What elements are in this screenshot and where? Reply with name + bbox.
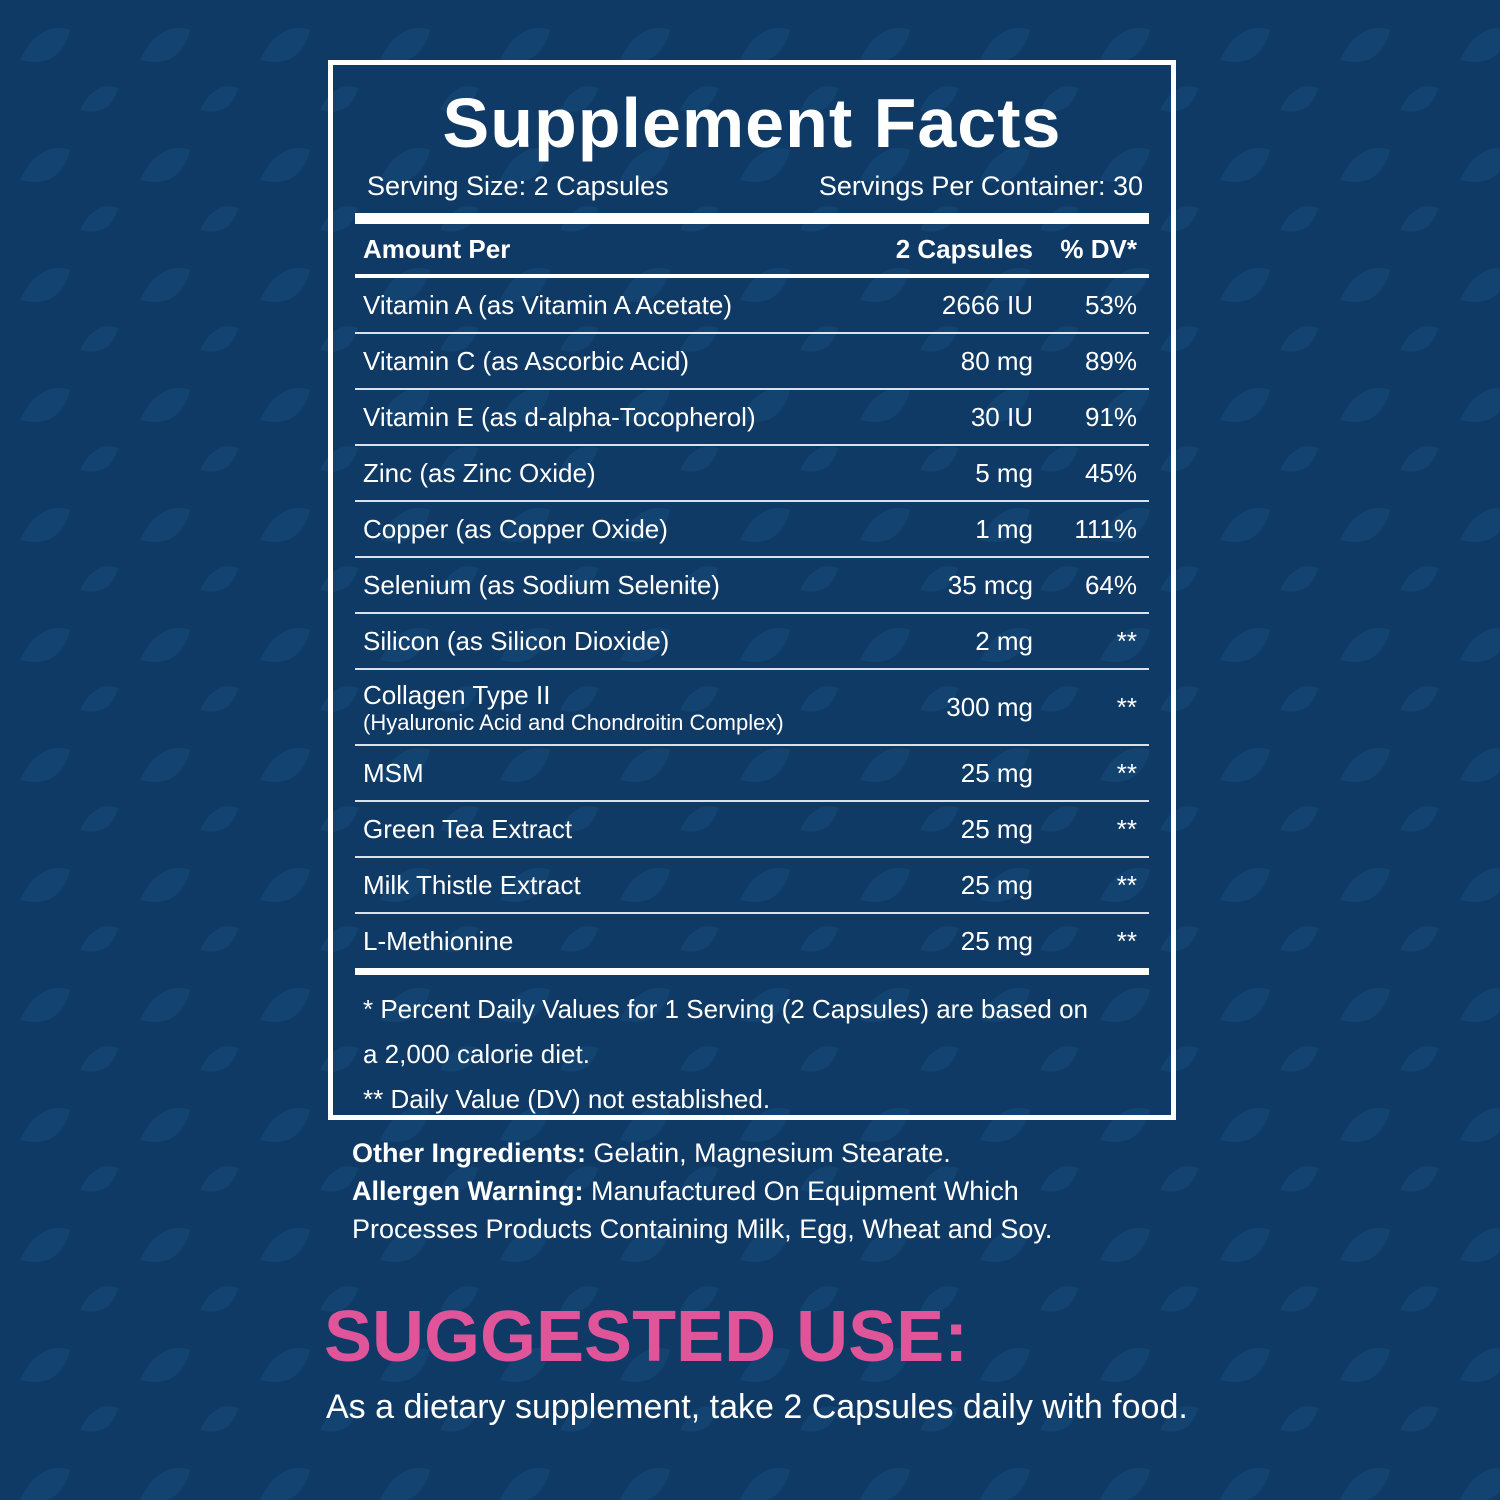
amount: 35 mcg bbox=[947, 569, 1033, 600]
daily-value: ** bbox=[1116, 691, 1137, 722]
header-dv: % DV* bbox=[1060, 233, 1137, 264]
header-row: Amount Per 2 Capsules % DV* bbox=[355, 224, 1149, 278]
nutrient-name: Silicon (as Silicon Dioxide) bbox=[363, 625, 670, 656]
nutrient-name: Green Tea Extract bbox=[363, 813, 573, 844]
facts-table: Amount Per 2 Capsules % DV* Vitamin A (a… bbox=[355, 213, 1149, 1122]
nutrient-row: L-Methionine 25 mg ** bbox=[355, 914, 1149, 968]
nutrient-cell: Silicon (as Silicon Dioxide) bbox=[363, 626, 873, 657]
nutrient-name: Zinc (as Zinc Oxide) bbox=[363, 457, 596, 488]
amount: 25 mg bbox=[960, 757, 1033, 788]
nutrient-row: Silicon (as Silicon Dioxide) 2 mg ** bbox=[355, 614, 1149, 670]
nutrient-name: MSM bbox=[363, 757, 424, 788]
nutrient-row: Selenium (as Sodium Selenite) 35 mcg 64% bbox=[355, 558, 1149, 614]
amount: 25 mg bbox=[960, 869, 1033, 900]
footnote: * Percent Daily Values for 1 Serving (2 … bbox=[363, 994, 1089, 1069]
label: Other Ingredients: bbox=[352, 1138, 587, 1168]
nutrient-cell: Vitamin C (as Ascorbic Acid) bbox=[363, 346, 873, 377]
nutrient-row: Zinc (as Zinc Oxide) 5 mg 45% bbox=[355, 446, 1149, 502]
other-ingredients: Other Ingredients: Gelatin, Magnesium St… bbox=[352, 1134, 1142, 1172]
nutrient-row: MSM 25 mg ** bbox=[355, 746, 1149, 802]
text: Manufactured On Equipment Which Processe… bbox=[352, 1176, 1053, 1244]
daily-value: ** bbox=[1116, 757, 1137, 788]
amount: 80 mg bbox=[960, 345, 1033, 376]
daily-value: 64% bbox=[1084, 569, 1137, 600]
amount: 1 mg bbox=[975, 513, 1033, 544]
daily-value: 45% bbox=[1084, 457, 1137, 488]
nutrient-name: Vitamin A (as Vitamin A Acetate) bbox=[363, 289, 733, 320]
allergen-warning: Allergen Warning: Manufactured On Equipm… bbox=[352, 1172, 1142, 1248]
daily-value: ** bbox=[1116, 625, 1137, 656]
nutrient-row: Copper (as Copper Oxide) 1 mg 111% bbox=[355, 502, 1149, 558]
nutrient-row: Vitamin C (as Ascorbic Acid) 80 mg 89% bbox=[355, 334, 1149, 390]
amount: 25 mg bbox=[960, 925, 1033, 956]
nutrient-subname: (Hyaluronic Acid and Chondroitin Complex… bbox=[363, 709, 784, 735]
daily-value: ** bbox=[1116, 813, 1137, 844]
nutrient-name: Collagen Type II bbox=[363, 679, 551, 710]
daily-value: ** bbox=[1116, 869, 1137, 900]
nutrient-row: Vitamin A (as Vitamin A Acetate) 2666 IU 5… bbox=[355, 278, 1149, 334]
label: Allergen Warning: bbox=[352, 1176, 584, 1206]
rows: Vitamin A (as Vitamin A Acetate) 2666 IU 5… bbox=[355, 278, 1149, 968]
nutrient-name: Milk Thistle Extract bbox=[363, 869, 581, 900]
amount: 2666 IU bbox=[941, 289, 1033, 320]
amount: 300 mg bbox=[946, 691, 1033, 722]
nutrient-row: Vitamin E (as d-alpha-Tocopherol) 30 IU 91… bbox=[355, 390, 1149, 446]
amount: 30 IU bbox=[970, 401, 1033, 432]
nutrient-cell: Green Tea Extract bbox=[363, 814, 873, 845]
other-info: Other Ingredients: Gelatin, Magnesium St… bbox=[352, 1134, 1142, 1248]
footnotes: * Percent Daily Values for 1 Serving (2 … bbox=[355, 975, 1149, 1122]
header-amount-per: Amount Per bbox=[363, 233, 511, 264]
nutrient-cell: L-Methionine bbox=[363, 926, 873, 957]
nutrient-cell: Vitamin A (as Vitamin A Acetate) bbox=[363, 290, 873, 321]
footnote: ** Daily Value (DV) not established. bbox=[363, 1084, 771, 1114]
divider bbox=[355, 968, 1149, 975]
suggested-use-title: SUGGESTED USE: bbox=[324, 1297, 969, 1377]
nutrient-name: Vitamin C (as Ascorbic Acid) bbox=[363, 345, 690, 376]
daily-value: ** bbox=[1116, 925, 1137, 956]
daily-value: 89% bbox=[1084, 345, 1137, 376]
nutrient-cell: Milk Thistle Extract bbox=[363, 870, 873, 901]
nutrient-row: Collagen Type II (Hyaluronic Acid and Cho… bbox=[355, 670, 1149, 746]
nutrient-row: Milk Thistle Extract 25 mg ** bbox=[355, 858, 1149, 914]
facts-panel: Supplement Facts Serving Size: 2 Capsule… bbox=[328, 60, 1176, 1120]
nutrient-cell: Collagen Type II (Hyaluronic Acid and Cho… bbox=[363, 680, 873, 735]
servings-per-container: Servings Per Container: 30 bbox=[818, 171, 1143, 201]
suggested-use-text: As a dietary supplement, take 2 Capsules… bbox=[326, 1388, 1188, 1426]
header-amount: 2 Capsules bbox=[895, 233, 1033, 264]
amount: 2 mg bbox=[975, 625, 1033, 656]
amount: 25 mg bbox=[960, 813, 1033, 844]
daily-value: 53% bbox=[1084, 289, 1137, 320]
nutrient-cell: Selenium (as Sodium Selenite) bbox=[363, 570, 873, 601]
nutrient-name: Copper (as Copper Oxide) bbox=[363, 513, 668, 544]
nutrient-row: Green Tea Extract 25 mg ** bbox=[355, 802, 1149, 858]
nutrient-name: Selenium (as Sodium Selenite) bbox=[363, 569, 720, 600]
title: Supplement Facts bbox=[442, 84, 1062, 162]
daily-value: 111% bbox=[1074, 513, 1137, 544]
divider bbox=[355, 213, 1149, 224]
serving-size: Serving Size: 2 Capsules bbox=[367, 171, 669, 201]
nutrient-name: L-Methionine bbox=[363, 925, 514, 956]
daily-value: 91% bbox=[1084, 401, 1137, 432]
nutrient-cell: Zinc (as Zinc Oxide) bbox=[363, 458, 873, 489]
nutrient-cell: MSM bbox=[363, 758, 873, 789]
nutrient-name: Vitamin E (as d-alpha-Tocopherol) bbox=[363, 401, 756, 432]
amount: 5 mg bbox=[975, 457, 1033, 488]
text: Gelatin, Magnesium Stearate. bbox=[593, 1138, 951, 1168]
nutrient-cell: Copper (as Copper Oxide) bbox=[363, 514, 873, 545]
nutrient-cell: Vitamin E (as d-alpha-Tocopherol) bbox=[363, 402, 873, 433]
